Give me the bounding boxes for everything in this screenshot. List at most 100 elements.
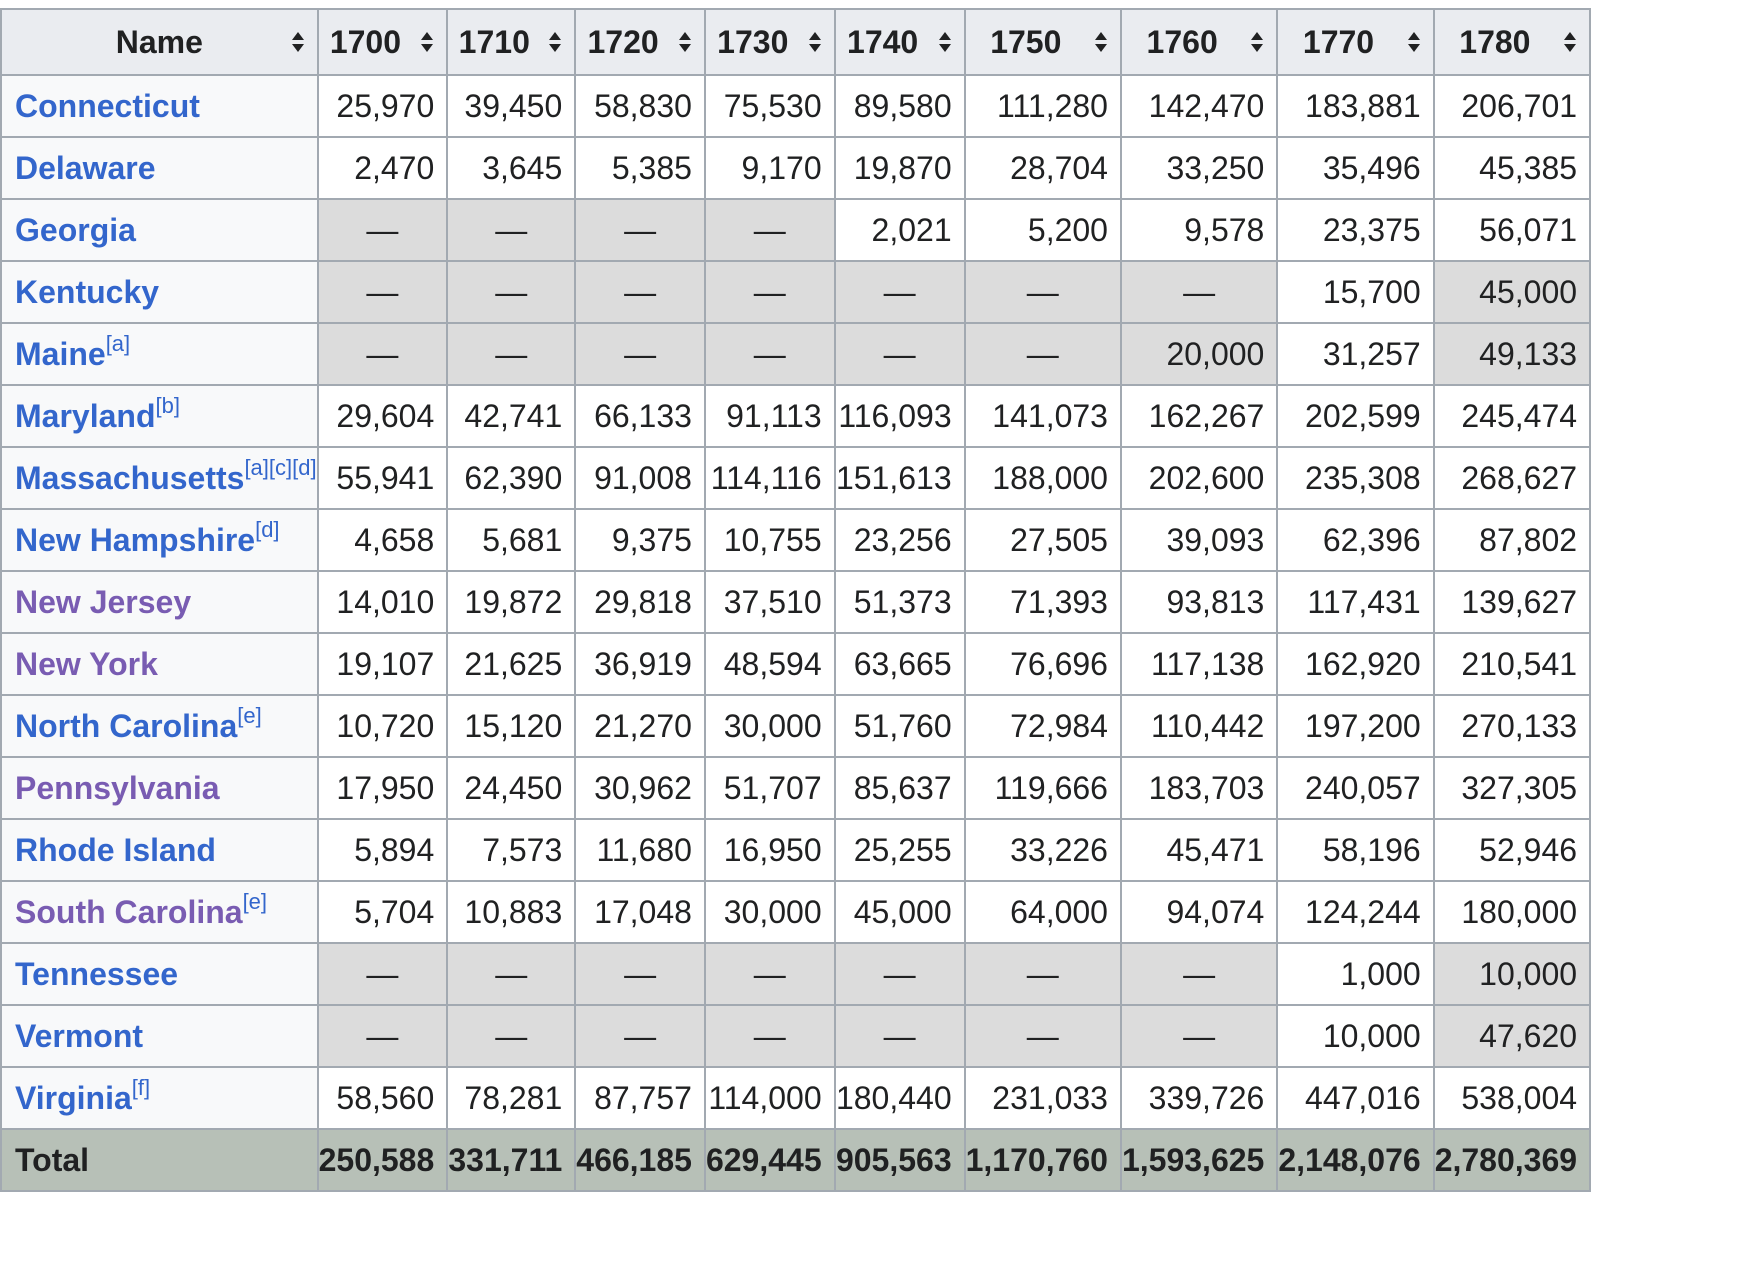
population-cell: 19,107: [316, 632, 449, 696]
colony-link[interactable]: New Jersey: [15, 583, 192, 620]
column-header-name[interactable]: Name: [0, 8, 319, 76]
sort-updown-icon[interactable]: [678, 31, 692, 53]
footnote-link[interactable]: [e]: [242, 888, 268, 914]
population-cell: 117,138: [1119, 632, 1279, 696]
table-row: New Jersey 14,010 19,872 29,818 37,510 51,373…: [0, 570, 1592, 634]
total-value-cell: 2,148,076: [1276, 1128, 1435, 1192]
table-row: Delaware 2,470 3,645 5,385 9,170 19,870 28,704…: [0, 136, 1592, 200]
population-cell: 139,627: [1432, 570, 1592, 634]
colony-name-cell: Kentucky: [0, 260, 319, 324]
sort-updown-icon[interactable]: [420, 31, 434, 53]
column-header-1770[interactable]: 1770: [1276, 8, 1435, 76]
colony-link[interactable]: Connecticut: [15, 87, 200, 124]
sort-updown-icon[interactable]: [1563, 31, 1577, 53]
footnote-reference[interactable]: [a]: [106, 331, 130, 356]
footnote-link[interactable]: [a]: [105, 330, 131, 356]
colony-link[interactable]: New Hampshire: [15, 521, 256, 558]
colony-link[interactable]: Rhode Island: [15, 831, 216, 868]
sort-updown-icon[interactable]: [1407, 31, 1421, 53]
sort-updown-icon[interactable]: [1250, 31, 1264, 53]
footnote-link[interactable]: [d]: [255, 516, 280, 542]
population-cell: 10,000: [1432, 942, 1592, 1006]
footnote-reference[interactable]: [e]: [243, 889, 267, 914]
population-cell: 10,000: [1276, 1004, 1435, 1068]
colony-link[interactable]: New York: [15, 645, 158, 682]
column-header-1700[interactable]: 1700: [316, 8, 449, 76]
sort-updown-icon[interactable]: [548, 31, 562, 53]
population-cell: 9,375: [574, 508, 706, 572]
no-data-cell: —: [963, 942, 1122, 1006]
footnote-reference[interactable]: [b]: [155, 393, 179, 418]
colony-link[interactable]: Pennsylvania: [15, 769, 220, 806]
population-cell: 11,680: [574, 818, 706, 882]
colony-link[interactable]: Kentucky: [15, 273, 160, 310]
total-value-cell: 331,711: [446, 1128, 577, 1192]
table-row: Maryland[b] 29,604 42,741 66,133 91,113 116,0…: [0, 384, 1592, 448]
no-data-cell: —: [574, 198, 706, 262]
column-header-1750[interactable]: 1750: [963, 8, 1122, 76]
total-value-cell: 2,780,369: [1432, 1128, 1592, 1192]
population-cell: 33,250: [1119, 136, 1279, 200]
sort-updown-icon[interactable]: [291, 31, 305, 53]
footnote-link[interactable]: [e]: [237, 702, 262, 728]
population-cell: 39,093: [1119, 508, 1279, 572]
total-label-cell: Total: [0, 1128, 319, 1192]
footnote-link[interactable]: [b]: [155, 392, 180, 418]
no-data-cell: —: [1119, 1004, 1279, 1068]
colony-link[interactable]: Georgia: [15, 211, 136, 248]
footnote-link[interactable]: [f]: [131, 1074, 151, 1100]
column-header-1780[interactable]: 1780: [1432, 8, 1592, 76]
population-cell: 93,813: [1119, 570, 1279, 634]
column-header-1740[interactable]: 1740: [833, 8, 966, 76]
population-cell: 15,120: [446, 694, 577, 758]
population-cell: 89,580: [833, 74, 966, 138]
column-header-1730[interactable]: 1730: [703, 8, 836, 76]
no-data-cell: —: [833, 942, 966, 1006]
no-data-cell: —: [703, 260, 836, 324]
footnote-reference[interactable]: [e]: [237, 703, 261, 728]
colony-name-cell: Tennessee: [0, 942, 319, 1006]
colony-link[interactable]: Maryland: [15, 397, 156, 434]
population-cell: 7,573: [446, 818, 577, 882]
population-cell: 19,870: [833, 136, 966, 200]
no-data-cell: —: [574, 1004, 706, 1068]
column-header-1760[interactable]: 1760: [1119, 8, 1279, 76]
population-cell: 202,599: [1276, 384, 1435, 448]
colony-link[interactable]: Delaware: [15, 149, 156, 186]
footnote-reference[interactable]: [a][c][d]: [244, 455, 316, 480]
population-cell: 9,170: [703, 136, 836, 200]
sort-updown-icon[interactable]: [1094, 31, 1108, 53]
colony-link[interactable]: Tennessee: [15, 955, 179, 992]
no-data-cell: —: [446, 322, 577, 386]
colony-link[interactable]: North Carolina: [15, 707, 238, 744]
population-cell: 75,530: [703, 74, 836, 138]
population-cell: 91,113: [703, 384, 836, 448]
footnote-link[interactable]: [a][c][d]: [244, 454, 317, 480]
total-value-cell: 1,170,760: [963, 1128, 1122, 1192]
colony-link[interactable]: Massachusetts: [15, 459, 245, 496]
colony-name-cell: Vermont: [0, 1004, 319, 1068]
total-value-cell: 629,445: [703, 1128, 836, 1192]
colony-link[interactable]: Virginia: [15, 1079, 132, 1116]
footnote-reference[interactable]: [f]: [132, 1075, 150, 1100]
footnote-reference[interactable]: [d]: [255, 517, 279, 542]
no-data-cell: —: [446, 942, 577, 1006]
population-cell: 45,000: [833, 880, 966, 944]
table-row: Pennsylvania 17,950 24,450 30,962 51,707 85,6…: [0, 756, 1592, 820]
population-cell: 1,000: [1276, 942, 1435, 1006]
colony-link[interactable]: Maine: [15, 335, 106, 372]
colony-link[interactable]: Vermont: [15, 1017, 144, 1054]
no-data-cell: —: [963, 1004, 1122, 1068]
population-cell: 5,681: [446, 508, 577, 572]
population-cell: 183,881: [1276, 74, 1435, 138]
colony-link[interactable]: South Carolina: [15, 893, 243, 930]
sort-updown-icon[interactable]: [808, 31, 822, 53]
column-header-label: 1730: [717, 23, 789, 60]
population-cell: 51,760: [833, 694, 966, 758]
column-header-1720[interactable]: 1720: [574, 8, 706, 76]
table-row: Maine[a] — — — — — —20,000 31,257 49,133: [0, 322, 1592, 386]
no-data-cell: —: [316, 942, 449, 1006]
sort-updown-icon[interactable]: [938, 31, 952, 53]
population-cell: 268,627: [1432, 446, 1592, 510]
column-header-1710[interactable]: 1710: [446, 8, 577, 76]
